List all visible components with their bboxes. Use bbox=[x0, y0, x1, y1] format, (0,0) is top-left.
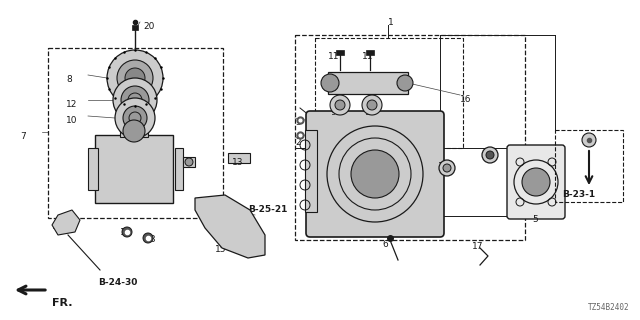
Polygon shape bbox=[195, 195, 265, 258]
Text: 9: 9 bbox=[330, 108, 336, 117]
Text: 18: 18 bbox=[145, 235, 157, 244]
Text: B-24-30: B-24-30 bbox=[99, 278, 138, 287]
Bar bbox=[336, 50, 344, 55]
Text: B-23-1: B-23-1 bbox=[562, 190, 595, 199]
Text: 6: 6 bbox=[382, 240, 388, 249]
Circle shape bbox=[443, 164, 451, 172]
Circle shape bbox=[185, 158, 193, 166]
Bar bbox=[120, 125, 148, 137]
Text: 10: 10 bbox=[66, 116, 77, 125]
Text: 2: 2 bbox=[295, 138, 301, 147]
Circle shape bbox=[123, 120, 145, 142]
Bar bbox=[366, 50, 374, 55]
Text: 11: 11 bbox=[362, 52, 374, 61]
FancyBboxPatch shape bbox=[507, 145, 565, 219]
Text: 7: 7 bbox=[20, 132, 26, 141]
Text: 18: 18 bbox=[120, 228, 131, 237]
Circle shape bbox=[582, 133, 596, 147]
Polygon shape bbox=[52, 210, 80, 235]
Text: 11: 11 bbox=[328, 52, 339, 61]
Circle shape bbox=[362, 95, 382, 115]
Circle shape bbox=[117, 60, 153, 96]
Text: B-25-21: B-25-21 bbox=[248, 205, 287, 214]
Text: 12: 12 bbox=[66, 100, 77, 109]
Bar bbox=[88, 148, 98, 190]
Text: 16: 16 bbox=[460, 95, 472, 104]
Circle shape bbox=[330, 95, 350, 115]
Bar bbox=[228, 153, 250, 163]
Circle shape bbox=[123, 106, 147, 130]
Circle shape bbox=[397, 75, 413, 91]
Circle shape bbox=[522, 168, 550, 196]
Circle shape bbox=[367, 100, 377, 110]
Text: 15: 15 bbox=[215, 245, 227, 254]
Bar bbox=[555, 130, 623, 202]
Bar bbox=[132, 25, 138, 30]
Text: FR.: FR. bbox=[52, 298, 72, 308]
Bar bbox=[295, 35, 525, 240]
Text: 20: 20 bbox=[143, 22, 154, 31]
Circle shape bbox=[486, 151, 494, 159]
Text: 1: 1 bbox=[388, 18, 394, 27]
Text: 4: 4 bbox=[488, 148, 493, 157]
Circle shape bbox=[125, 68, 145, 88]
Circle shape bbox=[121, 86, 149, 114]
Text: 9: 9 bbox=[364, 108, 370, 117]
Bar bbox=[305, 130, 317, 212]
Circle shape bbox=[321, 74, 339, 92]
Circle shape bbox=[122, 227, 132, 237]
Text: 14: 14 bbox=[52, 222, 63, 231]
Circle shape bbox=[335, 100, 345, 110]
Text: 3: 3 bbox=[295, 118, 301, 127]
Circle shape bbox=[115, 98, 155, 138]
Text: 13: 13 bbox=[232, 158, 243, 167]
Bar bbox=[48, 48, 223, 218]
Text: TZ54B2402: TZ54B2402 bbox=[588, 303, 630, 312]
Text: 19: 19 bbox=[438, 162, 449, 171]
Bar bbox=[328, 72, 408, 94]
Circle shape bbox=[113, 78, 157, 122]
Circle shape bbox=[439, 160, 455, 176]
Bar bbox=[183, 157, 195, 167]
Bar bbox=[315, 38, 463, 148]
Text: 5: 5 bbox=[532, 215, 538, 224]
Circle shape bbox=[143, 233, 153, 243]
Bar bbox=[95, 135, 173, 203]
Circle shape bbox=[351, 150, 399, 198]
Circle shape bbox=[482, 147, 498, 163]
FancyBboxPatch shape bbox=[306, 111, 444, 237]
Circle shape bbox=[107, 50, 163, 106]
Bar bbox=[175, 148, 183, 190]
Text: 8: 8 bbox=[66, 75, 72, 84]
Text: 17: 17 bbox=[472, 242, 483, 251]
